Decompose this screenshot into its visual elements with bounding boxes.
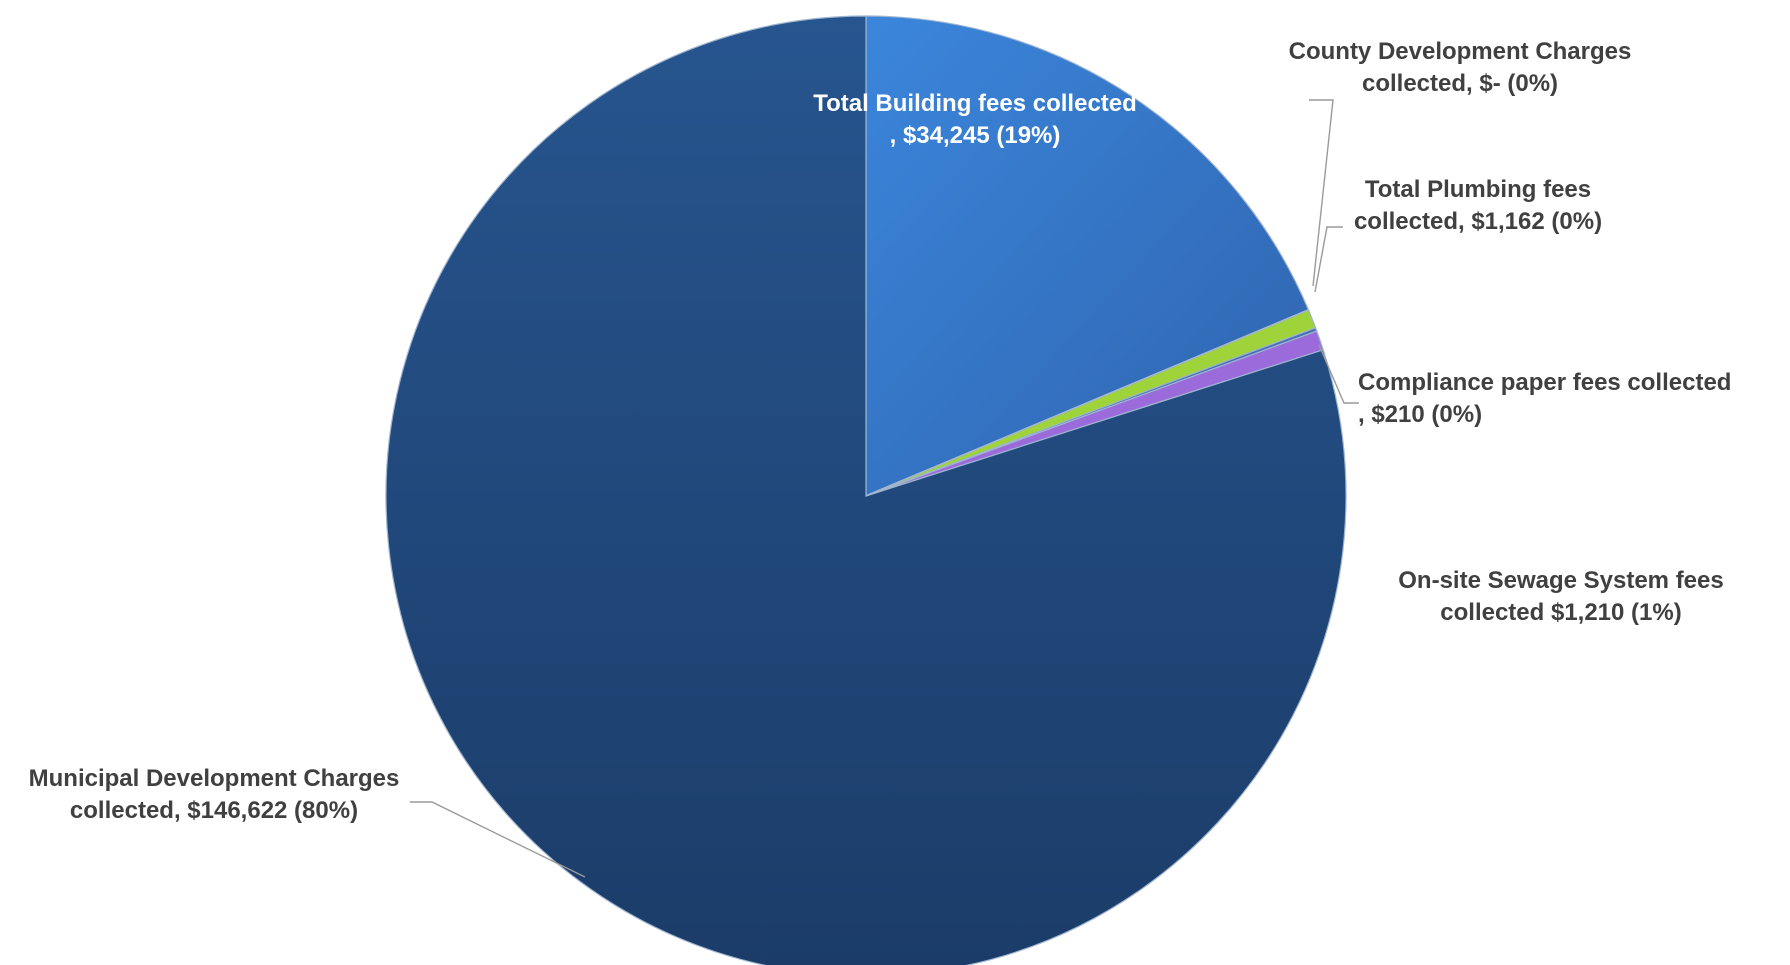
- label-county-line2: collected, $- (0%): [1362, 70, 1558, 97]
- label-sewage-line2: collected $1,210 (1%): [1440, 599, 1681, 626]
- label-county-line1: County Development Charges: [1289, 38, 1632, 65]
- pie-slice-municipal-development-charges-collected: [385, 15, 1347, 965]
- leader-lines: [410, 99, 1359, 878]
- label-municipal-line1: Municipal Development Charges: [29, 765, 400, 792]
- label-compliance-line1: Compliance paper fees collected: [1358, 369, 1731, 396]
- leader-line-plumbing: [1314, 226, 1343, 293]
- pie-slices: [385, 15, 1347, 965]
- label-sewage-line1: On-site Sewage System fees: [1398, 567, 1723, 594]
- leader-line-municipal: [410, 801, 586, 878]
- label-building-line1: Total Building fees collected: [813, 90, 1137, 117]
- label-plumbing-line2: collected, $1,162 (0%): [1354, 208, 1602, 235]
- leader-line-county: [1309, 99, 1334, 287]
- label-plumbing-line1: Total Plumbing fees: [1365, 176, 1591, 203]
- label-compliance-line2: , $210 (0%): [1358, 401, 1482, 428]
- label-municipal-line2: collected, $146,622 (80%): [70, 797, 358, 824]
- pie-slice-total-building-fees-collected: [865, 15, 1310, 497]
- leader-line-compliance: [1318, 344, 1359, 404]
- slice-labels: Total Building fees collected , $34,245 …: [29, 38, 1732, 824]
- label-building-line2: , $34,245 (19%): [890, 122, 1061, 149]
